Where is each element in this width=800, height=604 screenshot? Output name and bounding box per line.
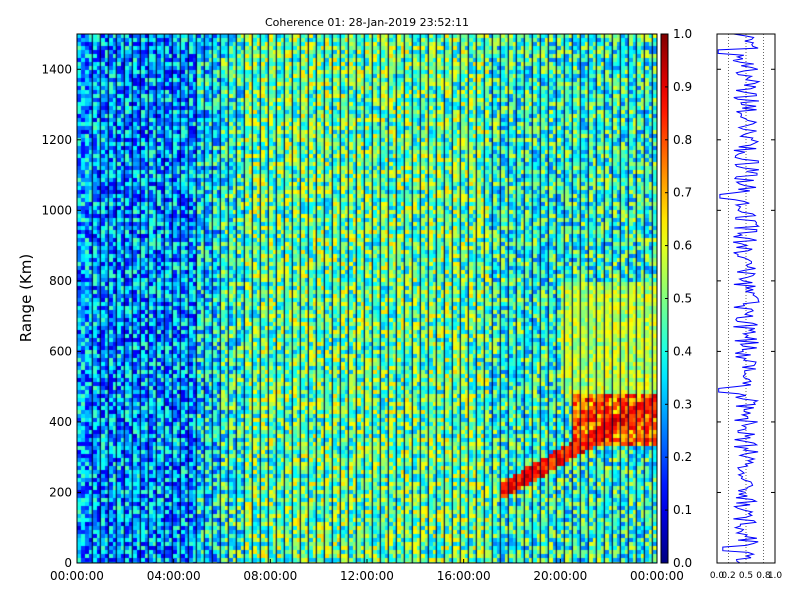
colorbar-tick-label: 0.0 [673, 556, 692, 570]
y-tick-label: 1200 [41, 133, 72, 147]
colorbar-tick-label: 0.9 [673, 80, 692, 94]
profile-x-tick-label: 0.5 [739, 571, 753, 581]
colorbar-tick-label: 1.0 [673, 27, 692, 41]
colorbar-tick-label: 0.6 [673, 239, 692, 253]
x-tick-label: 12:00:00 [340, 569, 394, 583]
x-tick-label: 16:00:00 [437, 569, 491, 583]
colorbar-tick-label: 0.8 [673, 133, 692, 147]
profile-panel: 0.00.2 0.5 0.81.0 [710, 33, 783, 581]
profile-x-tick-label: 0.0 [710, 571, 725, 581]
x-tick-label: 04:00:00 [147, 569, 201, 583]
y-axis-label: Range (Km) [17, 254, 35, 342]
x-tick-label: 20:00:00 [533, 569, 587, 583]
colorbar-tick-label: 0.3 [673, 397, 692, 411]
profile-line [717, 33, 761, 564]
colorbar-tick-label: 0.2 [673, 450, 692, 464]
y-tick-label: 400 [49, 415, 72, 429]
profile-frame [716, 33, 776, 564]
y-tick-label: 1000 [41, 203, 72, 217]
heatmap-image [77, 34, 657, 563]
profile-x-tick-label: 0.8 [756, 571, 771, 581]
y-tick-label: 1400 [41, 62, 72, 76]
profile-x-tick-label: 0.2 [721, 571, 735, 581]
colorbar-tick-label: 0.5 [673, 292, 692, 306]
colorbar-tick-label: 0.4 [673, 344, 692, 358]
x-tick-label: 00:00:00 [630, 569, 684, 583]
y-tick-label: 200 [49, 485, 72, 499]
x-tick-label: 08:00:00 [243, 569, 297, 583]
y-tick-label: 800 [49, 274, 72, 288]
profile-x-tick-label: 1.0 [768, 571, 783, 581]
x-tick-label: 00:00:00 [50, 569, 104, 583]
heatmap-axes: 00:00:00 04:00:00 08:00:00 12:00:00 16:00:00… [41, 33, 684, 583]
colorbar-tick-label: 0.1 [673, 503, 692, 517]
y-tick-label: 600 [49, 344, 72, 358]
chart-title: Coherence 01: 28-Jan-2019 23:52:11 [265, 16, 469, 29]
y-tick-label: 0 [64, 556, 72, 570]
colorbar-tick-label: 0.7 [673, 186, 692, 200]
colorbar: 0.0 0.1 0.2 0.3 0.4 0.5 0.6 0.7 0.8 0.9 1.0 [660, 27, 692, 570]
heatmap-area [77, 34, 657, 563]
